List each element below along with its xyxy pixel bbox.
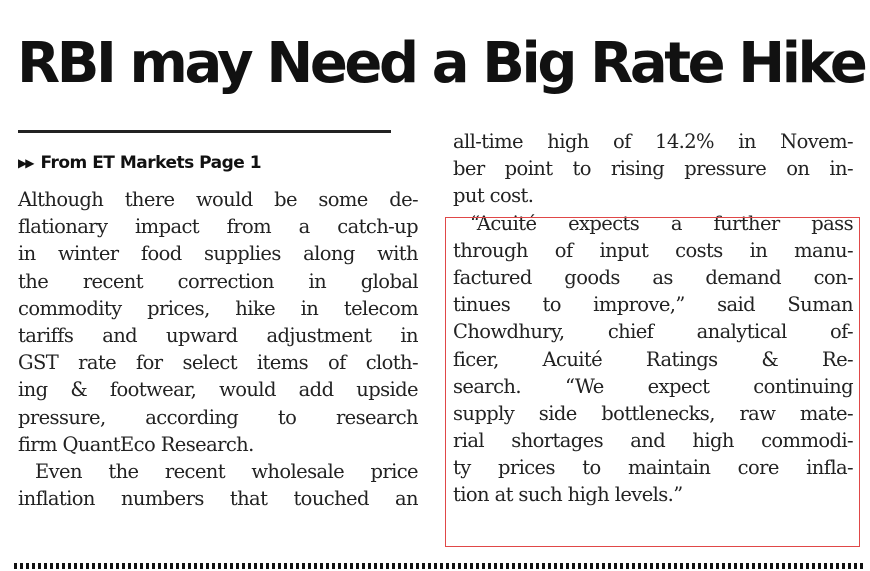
text-line: in winter food supplies along with [18,242,419,266]
text-line: ty prices to maintain core infla- [453,456,854,480]
text-line: ber point to rising pressure on in- [453,157,854,181]
quote-highlight-box [445,217,860,547]
text-line: ficer, Acuité Ratings & Re- [453,347,854,371]
continuation-kicker: ▶▶ From ET Markets Page 1 [18,150,262,176]
text-line: supply side bottlenecks, raw mate- [453,401,854,425]
dotted-divider [14,563,864,569]
text-line: ing & footwear, would add upside [18,378,419,402]
article-column-2: all-time high of 14.2% in Novem- ber poi… [453,128,854,509]
text-line: commodity prices, hike in telecom [18,296,419,320]
text-line: tariffs and upward adjustment in [18,323,419,347]
text-line: tinues to improve,” said Suman [453,293,854,317]
text-line: Chowdhury, chief analytical of- [453,320,854,344]
section-rule [18,130,391,133]
text-line: pressure, according to research [18,405,419,429]
text-line: put cost. [453,184,534,208]
text-line: inflation numbers that touched an [18,487,419,511]
text-line: all-time high of 14.2% in Novem- [453,130,854,153]
text-line: tion at such high levels.” [453,483,683,507]
text-line: through of input costs in manu- [453,238,854,262]
article-column-1: Although there would be some de- flation… [18,186,419,512]
text-line: Even the recent wholesale price [35,459,419,483]
text-line: firm QuantEco Research. [18,432,254,456]
text-line: search. “We expect continuing [453,374,854,398]
text-line: the recent correction in global [18,269,419,293]
text-line: flationary impact from a catch-up [18,215,419,239]
kicker-text: From ET Markets Page 1 [40,153,262,173]
text-line: factured goods as demand con- [453,265,854,289]
double-arrow-icon: ▶▶ [18,156,35,170]
text-line: Although there would be some de- [18,188,419,211]
text-line: GST rate for select items of cloth- [18,351,419,375]
headline: RBI may Need a Big Rate Hike [17,31,868,96]
text-line: rial shortages and high commodi- [453,429,854,453]
